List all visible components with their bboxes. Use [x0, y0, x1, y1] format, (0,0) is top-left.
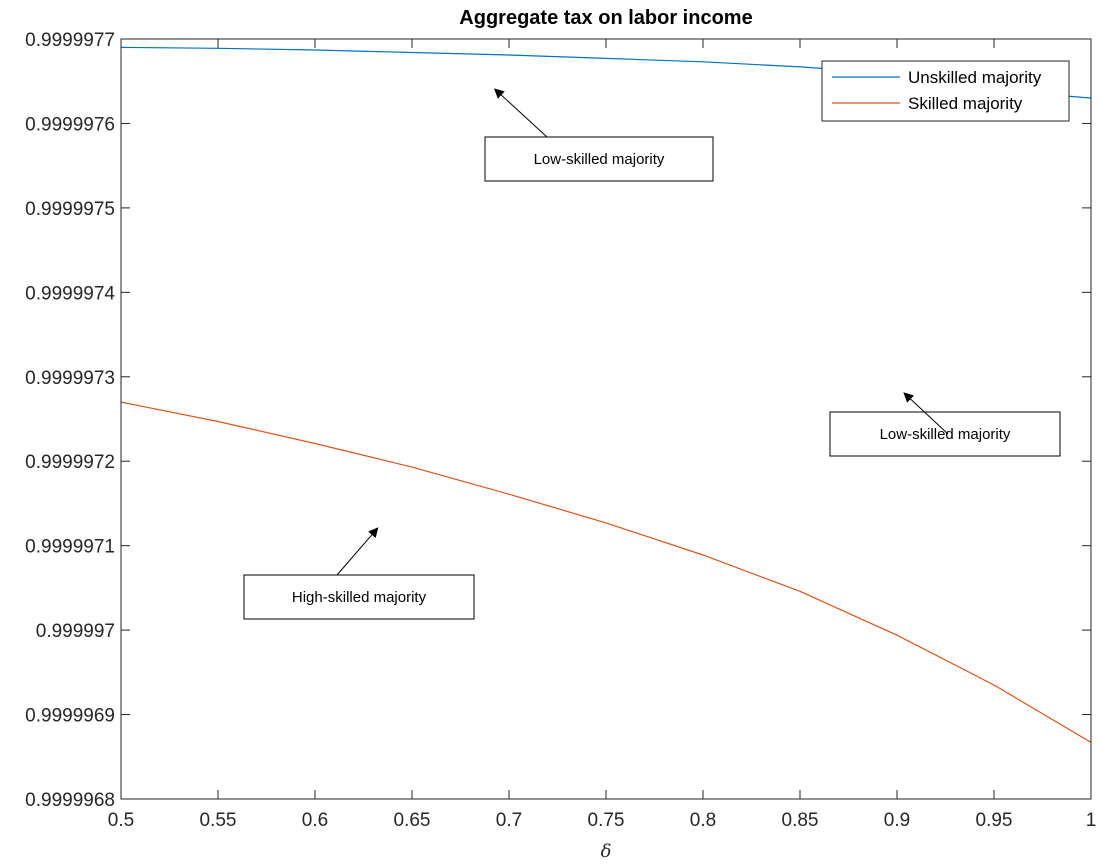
x-tick-label: 0.8 [690, 810, 716, 831]
annotation-arrow [336, 527, 379, 576]
annotation: Low-skilled majority [829, 392, 1061, 457]
chart-title: Aggregate tax on labor income [459, 7, 752, 29]
annotation-box [243, 574, 475, 620]
y-tick-label: 0.9999969 [25, 706, 115, 727]
plot-frame [120, 38, 1092, 800]
annotation: High-skilled majority [243, 527, 475, 620]
legend-entry: Skilled majority [908, 94, 1023, 113]
x-tick-label: 0.9 [884, 810, 910, 831]
annotation-arrow [903, 392, 949, 435]
annotation-text: High-skilled majority [292, 589, 427, 606]
y-tick-label: 0.9999973 [25, 368, 115, 389]
series-line [120, 401, 1092, 743]
y-tick-label: 0.9999968 [25, 790, 115, 811]
y-tick-label: 0.9999974 [25, 283, 115, 304]
y-tick-label: 0.9999971 [25, 537, 115, 558]
legend: Unskilled majority Skilled majority [821, 60, 1070, 122]
x-tick-label: 0.75 [588, 810, 625, 831]
annotation-layer: Low-skilled majority Low-skilled majority… [243, 88, 1061, 620]
x-tick-label: 0.7 [496, 810, 522, 831]
x-tick-label: 1 [1086, 810, 1097, 831]
x-tick-label: 0.55 [200, 810, 237, 831]
annotation-text: Low-skilled majority [534, 151, 665, 168]
y-tick-label: 0.9999972 [25, 452, 115, 473]
x-axis-label: δ [601, 841, 612, 862]
legend-entry: Unskilled majority [908, 68, 1042, 87]
annotation-text: Low-skilled majority [880, 426, 1011, 443]
x-tick-label: 0.95 [976, 810, 1013, 831]
y-tick-label: 0.9999976 [25, 114, 115, 135]
y-tick-label: 0.999997 [36, 621, 115, 642]
ticks-layer: 0.5 0.55 0.6 0.65 0.7 0.75 0.8 0.85 0.9 0.95 1 0.99… [25, 30, 1096, 831]
x-tick-label: 0.6 [302, 810, 328, 831]
annotation-box [484, 136, 714, 182]
x-tick-label: 0.5 [108, 810, 134, 831]
x-tick-label: 0.85 [782, 810, 819, 831]
x-tick-label: 0.65 [394, 810, 431, 831]
y-tick-label: 0.9999975 [25, 199, 115, 220]
annotation-box [829, 411, 1061, 457]
annotation-arrow [493, 88, 548, 138]
annotation: Low-skilled majority [484, 88, 714, 182]
y-tick-label: 0.9999977 [25, 30, 115, 51]
legend-box [821, 60, 1070, 122]
